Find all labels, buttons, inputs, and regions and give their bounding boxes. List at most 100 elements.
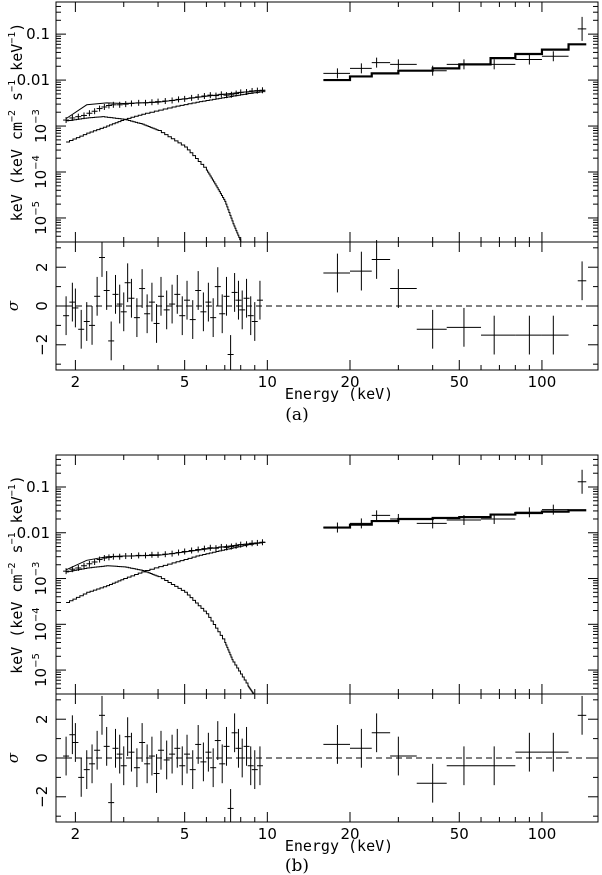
- label-part: keV: [8, 496, 26, 532]
- residual-point: [219, 294, 226, 334]
- residual-point: [108, 783, 115, 822]
- data-point: [201, 93, 208, 100]
- data-point: [75, 564, 82, 571]
- x-axis-title: Energy (keV): [285, 837, 393, 855]
- residual-point: [63, 296, 70, 336]
- data-point: [201, 545, 208, 552]
- label-part: 10: [32, 668, 50, 687]
- x-tick-label: 5: [180, 373, 190, 391]
- x-tick-label: 10: [258, 373, 277, 391]
- data-point: [81, 562, 88, 569]
- x-tick-label: 50: [450, 825, 469, 843]
- data-point: [122, 553, 129, 560]
- data-point: [81, 112, 88, 119]
- residual-point: [63, 736, 70, 776]
- residual-point: [163, 740, 170, 780]
- label-part: keV: [8, 44, 26, 80]
- label-part: 10: [32, 170, 50, 189]
- label-part: 10: [32, 124, 50, 143]
- superscript: −1: [7, 484, 18, 496]
- data-point: [259, 87, 266, 94]
- residual-point: [157, 730, 164, 770]
- superscript: −4: [31, 155, 42, 170]
- data-point: [148, 99, 155, 106]
- residual-point: [243, 278, 250, 318]
- label-part: ): [8, 475, 26, 484]
- data-point: [181, 548, 188, 555]
- y-tick-label: 0.01: [17, 71, 50, 89]
- data-point: [254, 539, 261, 546]
- residual-point: [72, 288, 79, 328]
- residual-point-high: [541, 732, 569, 772]
- superscript: −2: [7, 110, 18, 122]
- residual-point-high: [349, 728, 372, 768]
- label-part: 10: [32, 622, 50, 641]
- label-part: keV (keV cm: [8, 575, 26, 674]
- residual-point: [231, 273, 238, 312]
- model-steep-component: [66, 116, 242, 242]
- residual-point: [200, 292, 207, 332]
- residual-point-high: [416, 309, 447, 349]
- residual-point: [219, 744, 226, 784]
- data-point: [135, 99, 142, 106]
- residual-point-high: [446, 746, 482, 786]
- residual-point: [169, 284, 176, 324]
- residual-point-high: [481, 315, 516, 355]
- data-point: [101, 555, 108, 562]
- data-point: [228, 91, 235, 98]
- superscript: −5: [31, 201, 42, 216]
- residual-point: [195, 725, 202, 764]
- data-point-high: [577, 16, 587, 41]
- model-high-energy-steps: [323, 43, 587, 82]
- residual-point: [256, 746, 263, 786]
- residual-point: [89, 306, 96, 345]
- model-flat-component: [66, 91, 266, 143]
- data-point: [91, 558, 98, 565]
- y-tick-label: 10−5: [31, 201, 50, 235]
- residual-point: [78, 758, 85, 797]
- residual-point: [195, 271, 202, 310]
- residual-point: [112, 274, 119, 314]
- y-tick-label: 0.01: [17, 524, 50, 542]
- residual-point: [116, 734, 123, 774]
- data-point-high: [323, 68, 350, 79]
- data-point: [218, 543, 225, 550]
- residual-point-high: [371, 713, 391, 753]
- resid-y-tick-label: 2: [33, 262, 51, 272]
- residual-point: [214, 267, 221, 306]
- residual-point: [148, 736, 155, 776]
- superscript: −5: [31, 653, 42, 668]
- superscript: −1: [7, 532, 18, 544]
- data-point: [169, 550, 176, 557]
- x-tick-label: 2: [71, 825, 81, 843]
- residual-point: [128, 278, 135, 318]
- residual-point: [205, 282, 212, 322]
- residual-point: [214, 721, 221, 760]
- x-tick-label: 50: [450, 373, 469, 391]
- data-point: [101, 103, 108, 110]
- data-point: [63, 568, 70, 575]
- data-point: [249, 540, 256, 547]
- panel-caption: (b): [285, 856, 309, 875]
- label-part: 10: [32, 576, 50, 595]
- y-tick-label: 10−4: [31, 607, 50, 641]
- y-axis-title: keV (keV cm−2 s−1 keV−1): [7, 475, 26, 674]
- superscript: −3: [31, 562, 42, 577]
- residual-point: [139, 269, 146, 308]
- data-point: [195, 546, 202, 553]
- data-point: [91, 108, 98, 115]
- y-tick-label: 10−4: [31, 155, 50, 189]
- residual-point: [120, 292, 127, 332]
- residual-point: [103, 726, 110, 766]
- data-point: [105, 102, 112, 109]
- data-point-high: [371, 57, 391, 68]
- residual-point: [174, 728, 181, 768]
- residual-point: [103, 271, 110, 310]
- residual-point: [169, 734, 176, 774]
- residual-point: [251, 302, 258, 341]
- residual-point: [83, 750, 90, 790]
- data-point-high: [349, 63, 372, 74]
- data-point: [75, 113, 82, 120]
- residual-point: [124, 263, 131, 303]
